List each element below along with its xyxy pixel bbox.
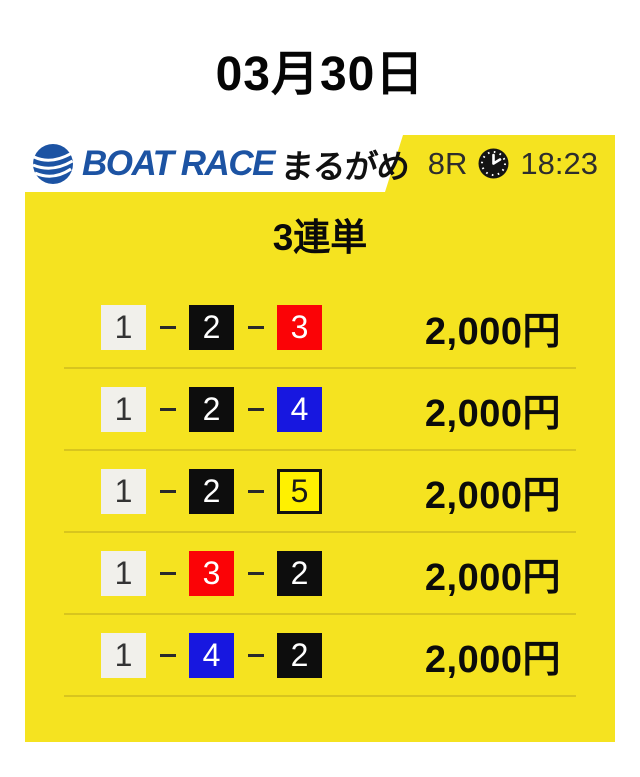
- dash-separator: [146, 408, 189, 411]
- bet-row: 1 2 5 2,000円: [64, 451, 576, 533]
- combo: 1 2 3: [101, 304, 322, 350]
- boat-number-box: 1: [101, 386, 146, 432]
- bet-row: 1 2 3 2,000円: [64, 287, 576, 369]
- boat-number-box: 4: [277, 386, 322, 432]
- bet-row: 1 3 2 2,000円: [64, 533, 576, 615]
- boat-number-box: 3: [189, 550, 234, 596]
- ticket-header: BOAT RACE まるがめ 8R 18:23: [25, 135, 615, 192]
- bet-amount: 2,000円: [424, 310, 561, 353]
- boat-number-box: 1: [101, 304, 146, 350]
- dash-separator: [234, 490, 277, 493]
- bet-amount: 2,000円: [424, 556, 561, 599]
- bet-row: 1 4 2 2,000円: [64, 615, 576, 697]
- race-info: 8R 18:23: [428, 135, 615, 192]
- dash-separator: [146, 326, 189, 329]
- boat-number-box: 4: [189, 632, 234, 678]
- bet-amount: 2,000円: [424, 392, 561, 435]
- boat-number-box: 1: [101, 632, 146, 678]
- wave-swirl-icon: [32, 143, 74, 184]
- deadline-time: 18:23: [520, 145, 598, 181]
- brand-name: BOAT RACE: [82, 143, 275, 183]
- bet-rows: 1 2 3 2,000円 1 2 4 2,000円 1 2 5 2,000円 1: [25, 287, 615, 697]
- boat-number-box: 2: [277, 550, 322, 596]
- boat-number-box: 2: [189, 304, 234, 350]
- bet-amount: 2,000円: [424, 474, 561, 517]
- bet-row: 1 2 4 2,000円: [64, 369, 576, 451]
- dash-separator: [234, 572, 277, 575]
- bet-amount: 2,000円: [424, 638, 561, 681]
- boat-number-box: 1: [101, 550, 146, 596]
- bet-ticket-card: BOAT RACE まるがめ 8R 18:23 3連単 1 2 3 2,000円…: [25, 135, 615, 742]
- bet-type-title: 3連単: [272, 217, 368, 258]
- boatrace-logo: BOAT RACE まるがめ: [31, 135, 411, 192]
- boat-number-box: 1: [101, 468, 146, 514]
- combo: 1 3 2: [101, 550, 322, 596]
- boat-number-box: 3: [277, 304, 322, 350]
- boat-number-box: 2: [277, 632, 322, 678]
- combo: 1 4 2: [101, 632, 322, 678]
- dash-separator: [234, 408, 277, 411]
- boat-number-box: 2: [189, 468, 234, 514]
- date-title: 03月30日: [215, 48, 425, 101]
- race-number: 8R: [427, 145, 468, 181]
- dash-separator: [146, 490, 189, 493]
- boat-number-box: 5: [277, 468, 322, 514]
- dash-separator: [234, 326, 277, 329]
- header-white-slant: [25, 135, 403, 192]
- boat-number-box: 2: [189, 386, 234, 432]
- dash-separator: [234, 654, 277, 657]
- combo: 1 2 5: [101, 468, 322, 514]
- dash-separator: [146, 572, 189, 575]
- clock-icon: [478, 148, 509, 179]
- combo: 1 2 4: [101, 386, 322, 432]
- dash-separator: [146, 654, 189, 657]
- venue-name: まるがめ: [279, 147, 411, 185]
